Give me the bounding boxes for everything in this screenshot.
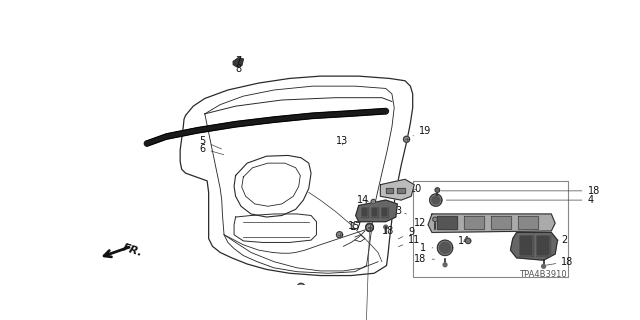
Polygon shape	[511, 232, 557, 260]
Text: 3: 3	[396, 206, 406, 216]
Text: 14: 14	[458, 236, 470, 246]
Text: 6: 6	[200, 143, 224, 155]
Polygon shape	[464, 216, 484, 229]
Polygon shape	[380, 179, 414, 200]
Polygon shape	[147, 108, 386, 146]
Polygon shape	[381, 207, 388, 217]
Polygon shape	[365, 223, 373, 231]
Text: 8: 8	[236, 64, 242, 74]
Polygon shape	[518, 216, 538, 229]
Polygon shape	[440, 243, 451, 253]
Text: 12: 12	[414, 218, 433, 228]
Text: 17: 17	[349, 222, 369, 232]
Polygon shape	[384, 225, 388, 229]
Text: 9: 9	[398, 228, 414, 239]
Text: 16: 16	[0, 319, 1, 320]
Text: 18: 18	[382, 226, 394, 236]
Text: 18: 18	[547, 257, 573, 267]
Polygon shape	[433, 217, 437, 222]
Polygon shape	[519, 235, 533, 256]
Text: TPA4B3910: TPA4B3910	[519, 270, 566, 279]
Text: 18: 18	[441, 186, 600, 196]
Polygon shape	[297, 283, 305, 291]
Polygon shape	[428, 214, 555, 232]
Polygon shape	[403, 136, 410, 142]
Text: 14: 14	[356, 195, 369, 205]
Polygon shape	[437, 216, 458, 229]
Polygon shape	[443, 263, 447, 267]
Text: 1: 1	[420, 243, 433, 253]
Polygon shape	[536, 235, 550, 256]
Polygon shape	[432, 196, 440, 204]
Polygon shape	[437, 240, 452, 256]
Polygon shape	[234, 58, 243, 67]
Polygon shape	[435, 188, 440, 192]
Polygon shape	[371, 199, 376, 204]
Polygon shape	[386, 108, 388, 114]
Text: 11: 11	[398, 235, 420, 247]
Text: FR.: FR.	[122, 242, 145, 258]
Text: 5: 5	[200, 136, 221, 149]
Text: 7: 7	[236, 57, 242, 67]
Polygon shape	[337, 232, 342, 238]
Polygon shape	[429, 194, 442, 206]
Polygon shape	[541, 264, 545, 268]
Polygon shape	[397, 188, 405, 193]
Polygon shape	[433, 221, 437, 225]
Polygon shape	[371, 207, 378, 217]
Polygon shape	[361, 207, 368, 217]
Polygon shape	[492, 216, 511, 229]
Text: 18: 18	[414, 254, 435, 264]
Text: 10: 10	[410, 184, 422, 194]
Polygon shape	[465, 238, 471, 244]
Polygon shape	[145, 141, 147, 146]
Text: 2: 2	[557, 235, 568, 245]
Polygon shape	[386, 188, 394, 193]
Text: 4: 4	[446, 195, 594, 205]
Text: 15: 15	[342, 220, 360, 235]
Polygon shape	[365, 224, 373, 232]
Text: 13: 13	[336, 136, 348, 146]
Polygon shape	[356, 200, 397, 222]
Text: 19: 19	[413, 126, 431, 136]
Text: 17: 17	[349, 231, 369, 320]
